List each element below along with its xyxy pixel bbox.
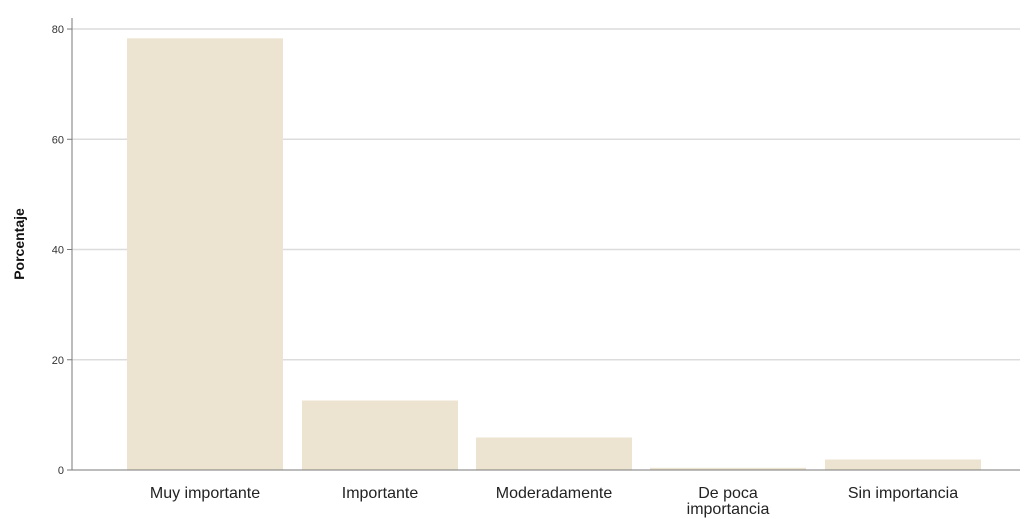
x-tick-label: Muy importante [150,485,260,502]
y-tick-label: 80 [52,24,64,36]
x-tick-label-line: Sin importancia [848,485,958,502]
x-tick-label: De poca importancia [687,485,770,518]
y-tick-label: 40 [52,245,64,257]
x-tick-label: Sin importancia [848,485,958,502]
y-tick-label: 60 [52,134,64,146]
y-tick-label: 0 [58,465,64,477]
bar [127,38,283,471]
x-tick-label: Moderadamente [496,485,613,502]
bar [825,459,981,470]
y-tick-labels: 0 20 40 60 80 [52,24,64,477]
bar [476,437,632,470]
x-tick-labels: Muy importante Importante Moderadamente De … [150,485,958,518]
x-tick-label: Importante [342,485,419,502]
x-tick-label-line: importancia [687,501,770,518]
y-axis-title: Porcentaje [11,208,27,280]
y-tick-label: 20 [52,355,64,367]
x-tick-label-line: Importante [342,485,419,502]
x-tick-label-line: Muy importante [150,485,260,502]
bar [302,400,458,470]
bars [127,38,981,471]
x-tick-label-line: Moderadamente [496,485,613,502]
x-tick-label-line: De poca [698,485,758,502]
axes [71,18,1020,471]
bar [650,467,806,470]
